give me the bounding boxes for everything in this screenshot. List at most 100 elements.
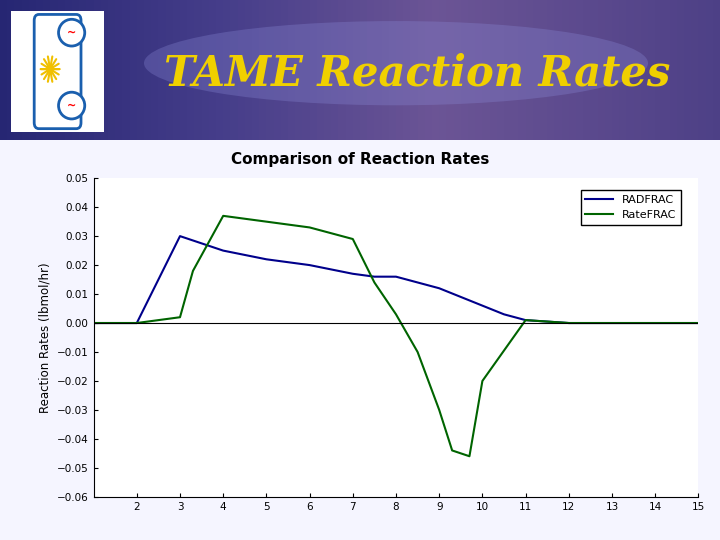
Bar	[187, 0, 194, 140]
Bar	[504, 0, 511, 140]
Bar	[223, 0, 230, 140]
RateFRAC	[465, 453, 474, 460]
Bar	[713, 0, 720, 140]
Bar	[94, 0, 101, 140]
RateFRAC	[305, 224, 314, 231]
Bar	[619, 0, 626, 140]
Bar	[684, 0, 691, 140]
RateFRAC	[608, 320, 616, 326]
RADFRAC	[262, 256, 271, 262]
FancyBboxPatch shape	[35, 15, 81, 129]
Bar	[14, 0, 22, 140]
Bar	[461, 0, 468, 140]
Bar	[245, 0, 252, 140]
Bar	[677, 0, 684, 140]
Bar	[425, 0, 432, 140]
Bar	[266, 0, 274, 140]
Ellipse shape	[144, 21, 648, 105]
Bar	[295, 0, 302, 140]
RADFRAC	[651, 320, 660, 326]
Bar	[547, 0, 554, 140]
Bar	[7, 0, 14, 140]
Bar	[86, 0, 94, 140]
Bar	[454, 0, 461, 140]
Bar	[65, 0, 72, 140]
RateFRAC	[413, 349, 422, 355]
Bar	[43, 0, 50, 140]
Bar	[641, 0, 648, 140]
Bar	[432, 0, 439, 140]
Bar	[137, 0, 144, 140]
Bar	[353, 0, 360, 140]
Bar	[36, 0, 43, 140]
Bar	[482, 0, 490, 140]
Bar	[418, 0, 425, 140]
RADFRAC	[608, 320, 616, 326]
Bar	[274, 0, 281, 140]
Bar	[302, 0, 310, 140]
Bar	[0, 0, 7, 140]
Bar	[202, 0, 209, 140]
Line: RADFRAC: RADFRAC	[94, 236, 698, 323]
Bar	[403, 0, 410, 140]
Bar	[569, 0, 576, 140]
RADFRAC	[500, 311, 508, 318]
RADFRAC	[132, 320, 141, 326]
Bar	[238, 0, 245, 140]
Bar	[346, 0, 353, 140]
Bar	[410, 0, 418, 140]
RateFRAC	[435, 407, 444, 413]
Bar	[288, 0, 295, 140]
RADFRAC	[392, 273, 400, 280]
Bar	[576, 0, 583, 140]
RADFRAC	[176, 233, 184, 239]
Bar	[259, 0, 266, 140]
Bar	[151, 0, 158, 140]
Bar	[216, 0, 223, 140]
Bar	[130, 0, 137, 140]
Bar	[540, 0, 547, 140]
Text: ~: ~	[67, 28, 76, 38]
Bar	[50, 0, 58, 140]
RADFRAC	[348, 271, 357, 277]
RateFRAC	[694, 320, 703, 326]
Bar	[526, 0, 533, 140]
Bar	[518, 0, 526, 140]
Bar	[691, 0, 698, 140]
Line: RateFRAC: RateFRAC	[94, 216, 698, 456]
Bar	[562, 0, 569, 140]
RateFRAC	[219, 213, 228, 219]
Bar	[331, 0, 338, 140]
Bar	[706, 0, 713, 140]
Text: TAME Reaction Rates: TAME Reaction Rates	[164, 52, 671, 94]
Bar	[698, 0, 706, 140]
Bar	[144, 0, 151, 140]
Bar	[605, 0, 612, 140]
RateFRAC	[262, 218, 271, 225]
Bar	[338, 0, 346, 140]
Bar	[173, 0, 180, 140]
RADFRAC	[564, 320, 573, 326]
Ellipse shape	[58, 92, 85, 119]
Bar	[475, 0, 482, 140]
Bar	[533, 0, 540, 140]
Bar	[626, 0, 634, 140]
RADFRAC	[694, 320, 703, 326]
Bar	[166, 0, 173, 140]
Ellipse shape	[47, 65, 53, 73]
RateFRAC	[651, 320, 660, 326]
Bar	[367, 0, 374, 140]
Bar	[670, 0, 677, 140]
Bar	[389, 0, 396, 140]
Bar	[194, 0, 202, 140]
Text: Comparison of Reaction Rates: Comparison of Reaction Rates	[231, 152, 489, 167]
Bar	[101, 0, 108, 140]
Bar	[662, 0, 670, 140]
Bar	[511, 0, 518, 140]
Bar	[324, 0, 331, 140]
RADFRAC	[219, 247, 228, 254]
Bar	[590, 0, 598, 140]
Bar	[583, 0, 590, 140]
RateFRAC	[89, 320, 98, 326]
Bar	[382, 0, 389, 140]
